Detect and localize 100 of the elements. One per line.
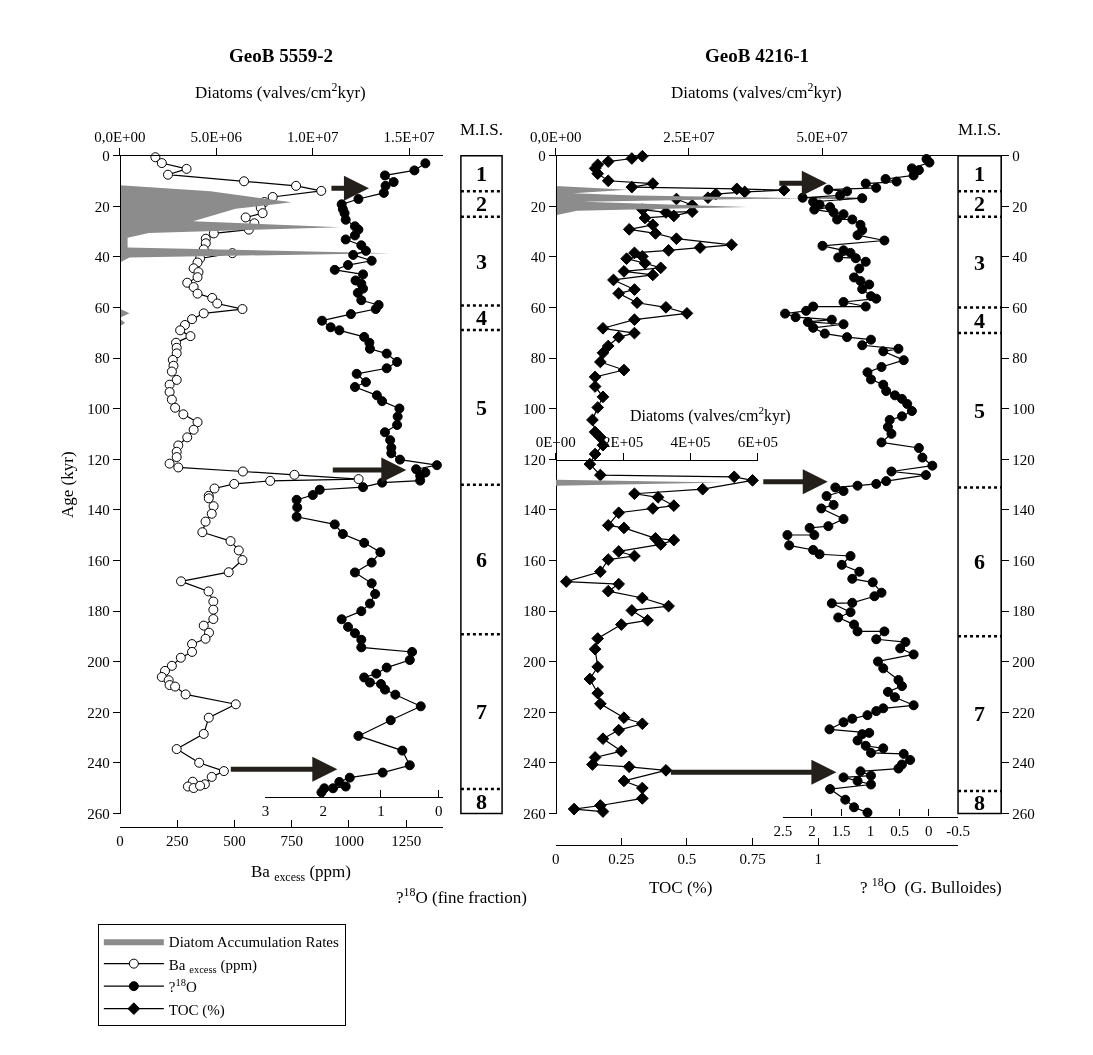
- x2-axis-title: Diatoms (valves/cm$^{2}$kyr): [195, 80, 366, 103]
- text: 5: [974, 398, 985, 423]
- y-tick-label: 60: [94, 299, 110, 316]
- y-tick-label: 140: [523, 502, 546, 519]
- x-tick-label: 2: [319, 802, 327, 819]
- y-tick-label: 20: [94, 198, 110, 215]
- y2-tick-label: 140: [1012, 502, 1035, 519]
- x-tick-label: 1: [814, 851, 822, 868]
- chart-title: GeoB 5559-2: [229, 45, 333, 66]
- text: 7: [476, 699, 487, 724]
- x-tick-label: 500: [223, 833, 246, 850]
- text: 4: [476, 305, 487, 330]
- x-axis-title: ? $^{18}$O (G. Bulloides): [860, 875, 1002, 898]
- legend-label: TOC (%): [168, 1001, 225, 1019]
- y2-tick-label: 260: [1012, 805, 1035, 822]
- text: 1: [974, 161, 985, 186]
- text: 1: [476, 161, 487, 186]
- y-tick-label: 120: [523, 451, 546, 468]
- y-tick-label: 0: [102, 147, 110, 164]
- x-tick-label: 3: [261, 802, 270, 819]
- y-tick-label: 20: [530, 198, 546, 215]
- y-tick-label: 260: [87, 805, 110, 822]
- y-tick-label: 140: [87, 502, 110, 519]
- x-tick-label: 2.5: [773, 822, 793, 839]
- x-tick-label: 1: [866, 822, 875, 839]
- y2-tick-label: 20: [1012, 198, 1028, 215]
- y2-tick-label: 80: [1012, 350, 1028, 367]
- text: 5: [476, 395, 487, 420]
- text: 2: [974, 191, 985, 216]
- y-tick-label: 100: [523, 401, 546, 418]
- y-tick-label: 80: [94, 350, 110, 367]
- text: M.I.S.: [460, 120, 503, 139]
- x-tick-label: 0: [116, 833, 124, 850]
- text: 8: [974, 790, 985, 815]
- y-tick-label: 60: [530, 299, 546, 316]
- y2-tick-label: 120: [1012, 451, 1035, 468]
- x2-tick-label: 0,0E+00: [530, 128, 582, 145]
- y-tick-label: 160: [87, 552, 110, 569]
- text: 6: [476, 547, 487, 572]
- x-tick-label: 0.5: [890, 822, 909, 839]
- x-tick-label: -0.5: [946, 822, 970, 839]
- x-tick-label: 0: [551, 851, 560, 868]
- y-tick-label: 240: [87, 755, 110, 772]
- y-tick-label: 220: [87, 704, 110, 721]
- x-axis-title: TOC (%): [649, 878, 713, 897]
- x-tick-label: 1: [377, 802, 385, 819]
- legend-label: Ba $_{excess}$ (ppm): [168, 956, 258, 975]
- x-axis-title: Diatoms (valves/cm$^{2}$kyr): [630, 404, 791, 425]
- x2-tick-label: 2.5E+07: [663, 128, 716, 145]
- x2-axis-title: Diatoms (valves/cm$^{2}$kyr): [671, 80, 842, 103]
- y2-tick-label: 40: [1012, 249, 1028, 266]
- text: 3: [974, 250, 985, 275]
- x-tick-label: 1000: [333, 833, 364, 850]
- y-tick-label: 180: [87, 603, 110, 620]
- x-tick-label: 250: [165, 833, 189, 850]
- y-axis-title: Age (kyr): [57, 451, 77, 518]
- x2-tick-label: 1.0E+07: [287, 128, 339, 145]
- x2-tick-label: 0,0E+00: [94, 128, 146, 145]
- text: 3: [476, 249, 487, 274]
- y-tick-label: 240: [523, 755, 546, 772]
- text: 6: [974, 549, 985, 574]
- y-tick-label: 40: [530, 249, 546, 266]
- x-tick-label: 750: [280, 833, 303, 850]
- y-tick-label: 200: [523, 654, 546, 671]
- y-tick-label: 260: [523, 805, 546, 822]
- x-tick-label: 2: [808, 822, 816, 839]
- y2-tick-label: 100: [1012, 401, 1035, 418]
- y-tick-label: 220: [523, 704, 546, 721]
- y2-tick-label: 60: [1012, 299, 1028, 316]
- y-tick-label: 160: [523, 552, 546, 569]
- y-tick-label: 40: [94, 249, 110, 266]
- legend-label: ?$^{18}$O: [168, 976, 198, 995]
- y-tick-label: 100: [87, 401, 110, 418]
- y-tick-label: 0: [538, 147, 546, 164]
- y2-tick-label: 160: [1012, 552, 1035, 569]
- y2-tick-label: 0: [1012, 147, 1020, 164]
- x2-tick-label: 5.0E+06: [190, 128, 243, 145]
- x2-tick-label: 1.5E+07: [383, 128, 436, 145]
- y2-tick-label: 200: [1012, 654, 1035, 671]
- x-axis-title: ?$^{18}$O (fine fraction): [396, 885, 527, 908]
- x-tick-label: 0.5: [677, 851, 697, 868]
- text: M.I.S.: [958, 120, 1001, 139]
- y-tick-label: 80: [530, 350, 546, 367]
- y-tick-label: 120: [87, 451, 110, 468]
- text: 7: [974, 701, 985, 726]
- y2-tick-label: 220: [1012, 704, 1035, 721]
- x-tick-label: 0.75: [739, 851, 766, 868]
- y-tick-label: 200: [87, 654, 110, 671]
- x-tick-label: 6E+05: [737, 433, 778, 450]
- text: 2: [476, 191, 487, 216]
- x-tick-label: 0: [925, 822, 933, 839]
- x-tick-label: 1.5: [831, 822, 851, 839]
- y2-tick-label: 180: [1012, 603, 1035, 620]
- x2-tick-label: 5.0E+07: [796, 128, 849, 145]
- text: 8: [476, 789, 487, 814]
- y2-tick-label: 240: [1012, 755, 1035, 772]
- y-tick-label: 180: [523, 603, 546, 620]
- x-axis-title: Ba $_{excess}$ (ppm): [251, 862, 351, 884]
- text: 4: [974, 308, 985, 333]
- x-tick-label: 0: [434, 802, 443, 819]
